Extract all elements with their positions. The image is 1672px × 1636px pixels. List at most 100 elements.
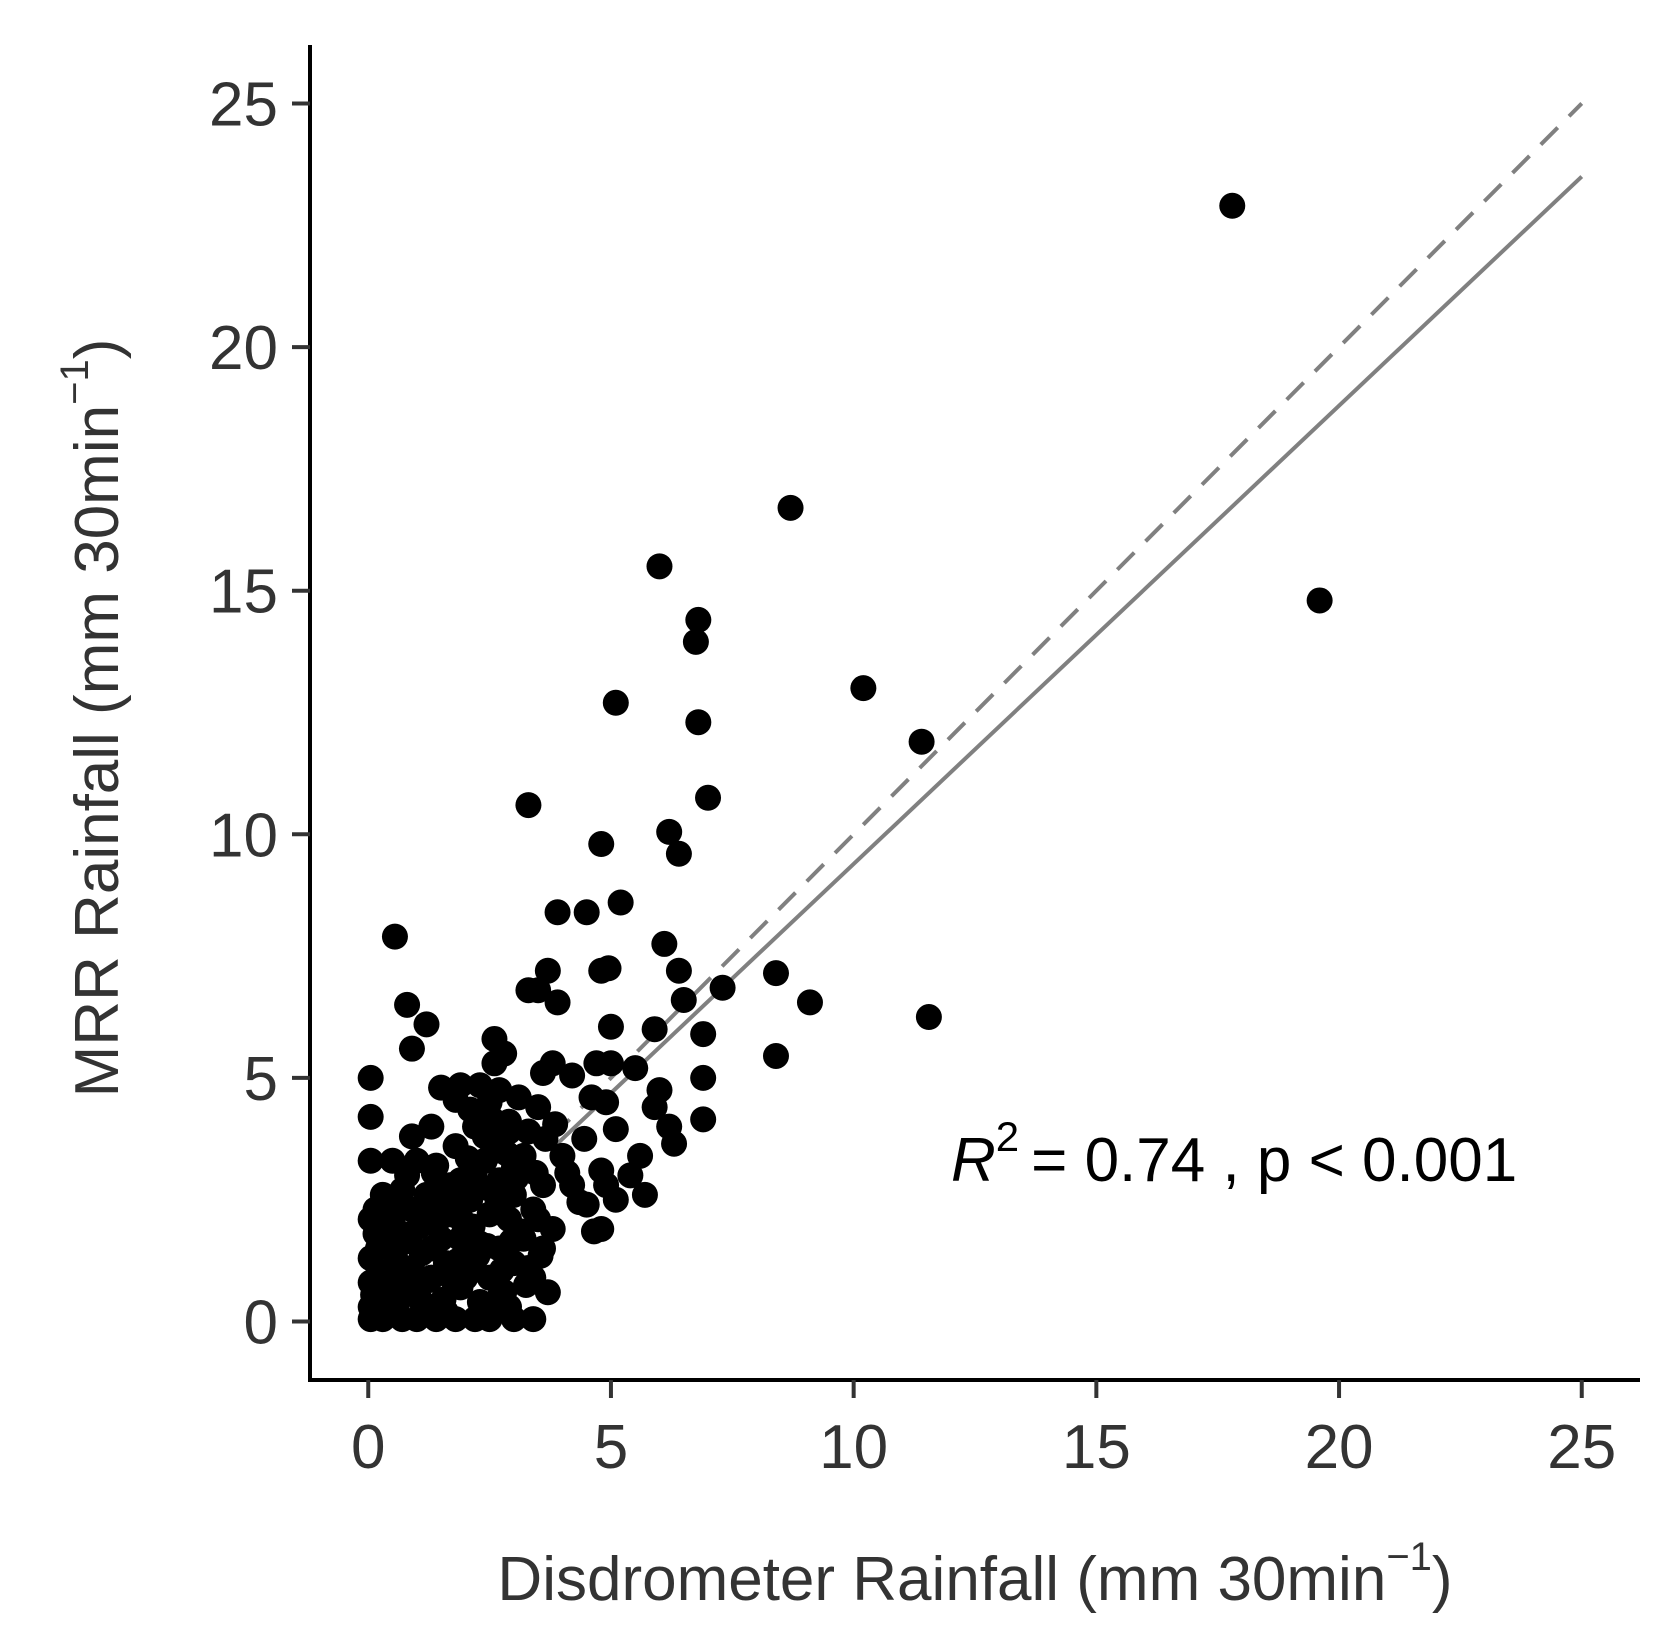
y-axis-title: MRR Rainfall (mm 30min−1) xyxy=(53,339,132,1098)
data-point xyxy=(607,889,634,916)
data-point xyxy=(1219,192,1246,219)
x-tick-label: 15 xyxy=(1062,1413,1131,1482)
data-point xyxy=(498,1228,525,1255)
data-point xyxy=(457,1096,484,1123)
y-tick-label: 10 xyxy=(209,801,278,870)
data-point xyxy=(449,1208,476,1235)
data-point xyxy=(554,1159,581,1186)
data-point xyxy=(588,831,615,858)
y-tick-label: 5 xyxy=(244,1045,278,1114)
data-point xyxy=(685,606,712,633)
data-point xyxy=(651,930,678,957)
data-point xyxy=(544,989,571,1016)
y-tick-label: 20 xyxy=(209,314,278,383)
data-point xyxy=(641,1016,668,1043)
data-point xyxy=(500,1306,527,1333)
data-point xyxy=(415,1267,442,1294)
data-point xyxy=(527,1242,554,1269)
data-point xyxy=(777,494,804,521)
y-tick-label: 15 xyxy=(209,558,278,627)
data-point xyxy=(418,1235,445,1262)
data-point xyxy=(377,1189,404,1216)
data-point xyxy=(525,1094,552,1121)
y-tick-label: 25 xyxy=(209,70,278,139)
data-point xyxy=(665,840,692,867)
data-point xyxy=(796,989,823,1016)
data-point xyxy=(398,1035,425,1062)
one-to-one-line xyxy=(551,102,1584,1138)
stats-annotation-text: R2 = 0.74 , p < 0.001 xyxy=(951,1113,1517,1195)
data-point xyxy=(513,1271,540,1298)
data-point xyxy=(1306,587,1333,614)
regression-line xyxy=(551,175,1584,1150)
data-point xyxy=(670,986,697,1013)
data-point xyxy=(396,1228,423,1255)
data-point xyxy=(622,1055,649,1082)
data-point xyxy=(357,1064,384,1091)
data-point xyxy=(573,899,600,926)
data-point xyxy=(486,1284,513,1311)
data-point xyxy=(580,1218,607,1245)
data-point xyxy=(520,1306,547,1333)
stats-values: = 0.74 , p < 0.001 xyxy=(1031,1126,1517,1195)
data-point xyxy=(440,1267,467,1294)
data-point xyxy=(367,1301,394,1328)
data-point xyxy=(430,1286,457,1313)
data-point xyxy=(690,1021,717,1048)
data-point xyxy=(534,957,561,984)
data-point xyxy=(665,957,692,984)
data-point xyxy=(595,955,622,982)
data-point xyxy=(500,1155,527,1182)
x-axis-title: Disdrometer Rainfall (mm 30min−1) xyxy=(497,1535,1452,1614)
x-tick-label: 0 xyxy=(351,1413,385,1482)
data-point xyxy=(357,1147,384,1174)
x-tick-label: 25 xyxy=(1547,1413,1616,1482)
data-point xyxy=(386,1262,413,1289)
x-tick-label: 20 xyxy=(1305,1413,1374,1482)
data-point xyxy=(656,818,683,845)
data-point xyxy=(454,1145,481,1172)
data-point xyxy=(566,1189,593,1216)
data-point xyxy=(544,899,571,926)
data-point xyxy=(690,1106,717,1133)
data-point xyxy=(525,977,552,1004)
data-point xyxy=(602,689,629,716)
data-point xyxy=(602,1116,629,1143)
x-tick-label: 5 xyxy=(594,1413,628,1482)
data-point xyxy=(534,1279,561,1306)
data-point xyxy=(690,1064,717,1091)
data-point xyxy=(850,675,877,702)
x-tick-label: 10 xyxy=(819,1413,888,1482)
axes: 0 5 10 15 20 25 0 5 10 15 20 25 xyxy=(209,45,1640,1482)
data-point xyxy=(641,1094,668,1121)
data-point xyxy=(379,1208,406,1235)
data-point xyxy=(559,1062,586,1089)
data-point xyxy=(602,1186,629,1213)
data-point xyxy=(442,1306,469,1333)
data-point xyxy=(486,1077,513,1104)
data-point xyxy=(357,1103,384,1130)
data-point xyxy=(398,1123,425,1150)
data-point xyxy=(685,709,712,736)
data-point xyxy=(571,1125,598,1152)
data-point xyxy=(522,1159,549,1186)
data-point xyxy=(695,784,722,811)
data-point xyxy=(627,1142,654,1169)
data-point xyxy=(360,1281,387,1308)
data-point xyxy=(762,960,789,987)
y-tick-label: 0 xyxy=(244,1289,278,1358)
data-point xyxy=(464,1242,491,1269)
data-point xyxy=(593,1089,620,1116)
data-point xyxy=(420,1159,447,1186)
data-point xyxy=(481,1050,508,1077)
data-point xyxy=(709,974,736,1001)
data-point xyxy=(411,1296,438,1323)
data-points xyxy=(357,192,1333,1333)
data-point xyxy=(488,1257,515,1284)
r-squared-superscript: 2 xyxy=(996,1113,1019,1160)
data-point xyxy=(661,1130,688,1157)
data-point xyxy=(476,1306,503,1333)
data-point xyxy=(682,628,709,655)
stats-annotation: R2 = 0.74 , p < 0.001 xyxy=(951,1113,1517,1195)
